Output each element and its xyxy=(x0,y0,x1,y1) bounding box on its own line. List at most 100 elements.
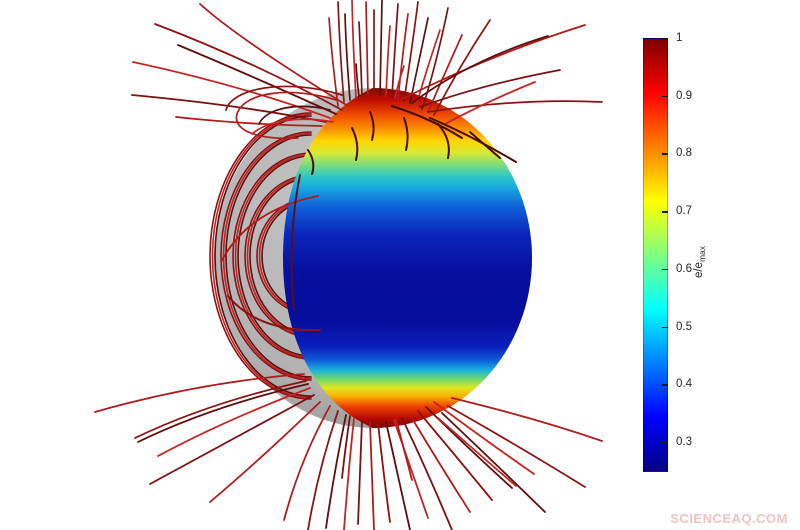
field-line xyxy=(235,91,337,140)
field-line-loop xyxy=(214,115,312,397)
field-line xyxy=(403,1,419,102)
colorbar-axis-label: e/emax xyxy=(693,246,707,278)
field-line xyxy=(393,419,429,519)
colorbar-tick-label: 0.7 xyxy=(676,205,692,218)
gray-side-bright-strands xyxy=(220,174,321,331)
field-line xyxy=(355,63,360,98)
field-line-loop xyxy=(209,112,312,400)
field-line xyxy=(391,105,463,139)
field-line xyxy=(344,13,351,101)
colorbar-tick-mark xyxy=(662,211,668,213)
field-line xyxy=(154,23,343,111)
field-line xyxy=(358,21,363,97)
bottom-right-open-lines xyxy=(437,397,603,513)
field-line xyxy=(157,387,311,457)
field-line xyxy=(283,405,331,521)
field-line xyxy=(433,401,535,475)
star-colored-surface xyxy=(283,88,532,428)
field-line xyxy=(351,0,357,99)
surface-stub-lines xyxy=(307,105,517,175)
field-line xyxy=(369,111,375,141)
colorbar-tick-mark xyxy=(662,95,668,98)
colorbar-tick-label: 0.3 xyxy=(676,435,692,448)
colorbar-label-subscript: max xyxy=(697,245,708,263)
colorbar-tick-label: 0.9 xyxy=(676,89,692,102)
field-line xyxy=(385,421,411,530)
colorbar-tick-label: 0.6 xyxy=(676,262,692,275)
field-line xyxy=(385,25,391,97)
field-line xyxy=(401,24,586,100)
field-line xyxy=(394,65,405,99)
field-line xyxy=(225,85,343,111)
field-line-loop xyxy=(237,155,312,357)
field-line xyxy=(403,117,409,151)
field-line xyxy=(365,1,369,96)
field-line xyxy=(411,35,549,104)
field-line xyxy=(337,1,345,103)
watermark-text: SCIENCEAQ.COM xyxy=(670,511,788,526)
field-line xyxy=(395,418,413,481)
colorbar-tick-label: 0.8 xyxy=(676,147,692,160)
colorbar-tick-mark xyxy=(662,326,668,329)
field-line-loop xyxy=(211,113,312,399)
colorbar-tick-label: 0.5 xyxy=(676,320,692,333)
field-line xyxy=(409,414,471,513)
field-line-loop xyxy=(225,134,312,378)
bottom-central-open-lines xyxy=(283,401,535,530)
field-line xyxy=(341,415,351,479)
field-line xyxy=(131,94,327,123)
colorbar-label-base: e/e xyxy=(692,262,705,279)
field-line xyxy=(377,422,391,523)
field-line xyxy=(417,410,493,501)
field-line xyxy=(307,149,315,175)
field-line xyxy=(132,61,331,119)
field-line xyxy=(427,34,463,113)
field-line xyxy=(427,100,603,113)
field-line xyxy=(209,401,321,503)
field-line xyxy=(177,44,337,115)
field-line xyxy=(391,3,399,98)
polar-tangle-lines xyxy=(225,85,343,140)
colorbar-tick-mark xyxy=(662,441,668,444)
colorbar-tick-mark xyxy=(662,153,668,155)
field-line-loop xyxy=(220,131,312,381)
field-line xyxy=(369,422,375,530)
field-line xyxy=(429,117,517,163)
colorbar-gradient xyxy=(643,38,668,472)
field-line xyxy=(444,81,536,125)
field-line xyxy=(325,414,347,529)
bottom-left-open-lines xyxy=(94,373,321,503)
field-line-loop xyxy=(232,152,312,360)
field-line xyxy=(379,0,383,96)
field-line xyxy=(343,417,355,530)
field-line xyxy=(149,394,315,485)
colorbar-tick-mark xyxy=(662,38,668,40)
field-line xyxy=(258,105,331,125)
colorbar-tick-mark xyxy=(662,384,668,386)
field-line xyxy=(227,295,321,331)
field-line-loop xyxy=(234,153,312,359)
field-line xyxy=(328,17,339,107)
field-line xyxy=(251,118,334,135)
field-line xyxy=(137,383,309,443)
colorbar-tick-mark xyxy=(662,268,668,271)
field-line xyxy=(357,420,363,525)
field-line xyxy=(134,380,307,439)
field-line xyxy=(419,69,561,108)
field-line xyxy=(397,13,409,100)
field-line xyxy=(437,417,517,487)
colorbar-tick-label: 1 xyxy=(676,32,683,44)
field-line xyxy=(307,410,339,530)
field-line xyxy=(401,417,453,530)
field-line xyxy=(441,412,546,513)
colorbar-tick-label: 0.4 xyxy=(676,378,692,391)
field-line xyxy=(94,373,305,413)
field-line xyxy=(425,406,513,489)
field-line xyxy=(290,174,301,311)
top-right-open-lines xyxy=(401,24,603,125)
field-line xyxy=(421,7,449,110)
field-line xyxy=(451,397,603,442)
field-line-loop xyxy=(249,177,312,335)
